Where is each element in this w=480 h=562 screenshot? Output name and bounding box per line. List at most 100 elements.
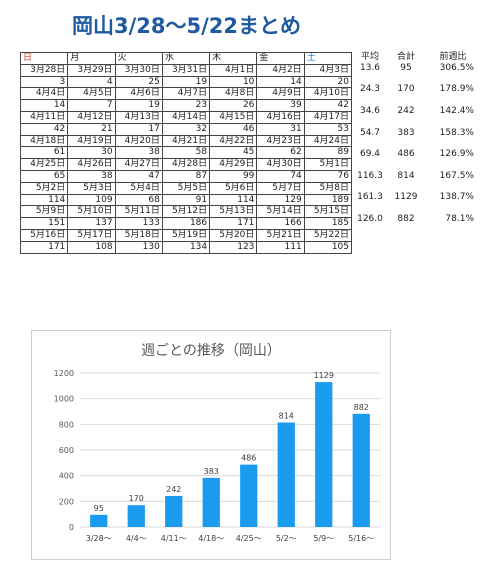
count-cell: 65	[19, 169, 69, 183]
count-row: 42 21 17 32 46 31 53	[19, 122, 353, 136]
date-cell: 4月9日	[256, 87, 305, 101]
date-cell: 3月31日	[161, 63, 211, 77]
x-tick-label: 5/2〜	[276, 534, 297, 543]
data-label: 882	[354, 403, 369, 412]
stats-spacer-row	[352, 117, 480, 128]
stats-average: 116.3	[357, 170, 383, 181]
date-row: 3月28日 3月29日 3月30日 3月31日 4月1日 4月2日 4月3日	[19, 63, 353, 77]
date-row: 4月11日 4月12日 4月13日 4月14日 4月15日 4月16日 4月17日	[19, 110, 353, 124]
chart-svg: 週ごとの推移（岡山） 0 200 400 600 800 1000 1200 95 3/28〜 17…	[54, 343, 380, 543]
count-cell: 21	[67, 122, 116, 136]
weekday-tue: 火	[114, 52, 163, 65]
date-cell: 4月8日	[209, 87, 258, 101]
count-cell: 7	[67, 99, 116, 112]
bar	[202, 477, 220, 527]
count-row: 65 38 47 87 99 74 76	[19, 169, 353, 183]
bar	[165, 495, 183, 527]
date-cell: 5月7日	[256, 181, 305, 195]
date-cell: 4月23日	[256, 134, 305, 148]
count-cell: 123	[209, 240, 258, 254]
y-tick-label: 800	[59, 420, 74, 429]
stats-row: 161.3 1129 138.7%	[352, 192, 480, 203]
stats-spacer-row	[352, 203, 480, 214]
date-cell: 4月29日	[209, 158, 258, 171]
stats-ratio: 178.9%	[439, 84, 474, 95]
stats-header-total: 合計	[396, 52, 415, 62]
weekday-mon: 月	[67, 52, 116, 65]
date-cell: 4月16日	[256, 110, 305, 124]
data-label: 814	[279, 412, 294, 421]
stats-total: 1129	[394, 192, 418, 203]
date-row: 5月16日 5月17日 5月18日 5月19日 5月20日 5月21日 5月22日	[19, 228, 353, 242]
date-cell: 4月24日	[303, 134, 353, 148]
count-cell: 39	[256, 99, 305, 112]
count-cell: 74	[256, 169, 305, 183]
date-cell: 4月3日	[303, 63, 353, 77]
date-cell: 5月21日	[256, 228, 305, 242]
count-cell: 87	[161, 169, 211, 183]
date-cell: 3月28日	[19, 63, 69, 77]
count-cell: 108	[67, 240, 116, 254]
stats-row: 69.4 486 126.9%	[352, 149, 480, 160]
stats-header-ratio: 前週比	[439, 52, 467, 62]
count-cell: 42	[303, 99, 353, 112]
weekly-chart: 週ごとの推移（岡山） 0 200 400 600 800 1000 1200 95 3/28〜 17…	[31, 330, 391, 560]
x-tick-label: 3/28〜	[86, 534, 112, 543]
date-cell: 4月1日	[209, 63, 258, 77]
stats-row: 34.6 242 142.4%	[352, 106, 480, 117]
stats-header-row: 平均 合計 前週比	[352, 52, 480, 63]
data-label: 242	[166, 485, 181, 494]
count-cell: 10	[209, 75, 258, 89]
stats-average: 161.3	[357, 192, 383, 203]
page-title: 岡山3/28〜5/22まとめ	[72, 14, 302, 38]
y-tick-label: 400	[59, 472, 74, 481]
calendar-table: 日 月 火 水 木 金 土 3月28日 3月29日 3月30日 3月31日 4月1日 4月…	[19, 52, 353, 254]
stats-row: 13.6 95 306.5%	[352, 63, 480, 74]
date-cell: 5月12日	[161, 205, 211, 219]
date-cell: 4月11日	[19, 110, 69, 124]
x-tick-label: 5/9〜	[313, 534, 334, 543]
stats-header-average: 平均	[360, 52, 379, 62]
date-cell: 4月28日	[161, 158, 211, 171]
count-cell: 3	[19, 75, 69, 89]
count-cell: 166	[256, 217, 305, 230]
stats-total: 95	[400, 62, 412, 73]
x-tick-label: 4/18〜	[198, 534, 224, 543]
count-cell: 185	[303, 217, 353, 230]
y-tick-label: 1200	[54, 369, 74, 378]
stats-spacer-row	[352, 160, 480, 171]
date-row: 4月25日 4月26日 4月27日 4月28日 4月29日 4月30日 5月1日	[19, 158, 353, 171]
count-cell: 45	[209, 146, 258, 160]
count-cell: 23	[161, 99, 211, 112]
count-cell: 14	[256, 75, 305, 89]
stats-spacer-row	[352, 74, 480, 85]
stats-total: 814	[397, 170, 415, 181]
date-cell: 5月13日	[209, 205, 258, 219]
stats-total: 882	[397, 213, 415, 224]
data-label: 95	[94, 504, 104, 513]
bar	[90, 514, 108, 527]
y-tick-label: 0	[69, 523, 74, 532]
date-cell: 5月4日	[114, 181, 163, 195]
date-cell: 5月18日	[114, 228, 163, 242]
date-cell: 5月8日	[303, 181, 353, 195]
count-cell: 4	[67, 75, 116, 89]
date-cell: 4月22日	[209, 134, 258, 148]
count-cell: 114	[209, 193, 258, 207]
count-cell: 134	[161, 240, 211, 254]
x-tick-label: 4/4〜	[126, 534, 147, 543]
count-cell: 91	[161, 193, 211, 207]
date-cell: 4月7日	[161, 87, 211, 101]
count-cell: 186	[161, 217, 211, 230]
date-cell: 4月26日	[67, 158, 116, 171]
x-tick-label: 5/16〜	[348, 534, 374, 543]
weekday-sun: 日	[19, 52, 69, 65]
date-cell: 4月21日	[161, 134, 211, 148]
count-cell: 17	[114, 122, 163, 136]
stats-total: 170	[397, 84, 415, 95]
bar	[352, 413, 370, 527]
date-cell: 3月30日	[114, 63, 163, 77]
chart-title: 週ごとの推移（岡山）	[141, 343, 281, 359]
count-cell: 109	[67, 193, 116, 207]
weekday-wed: 水	[161, 52, 211, 65]
